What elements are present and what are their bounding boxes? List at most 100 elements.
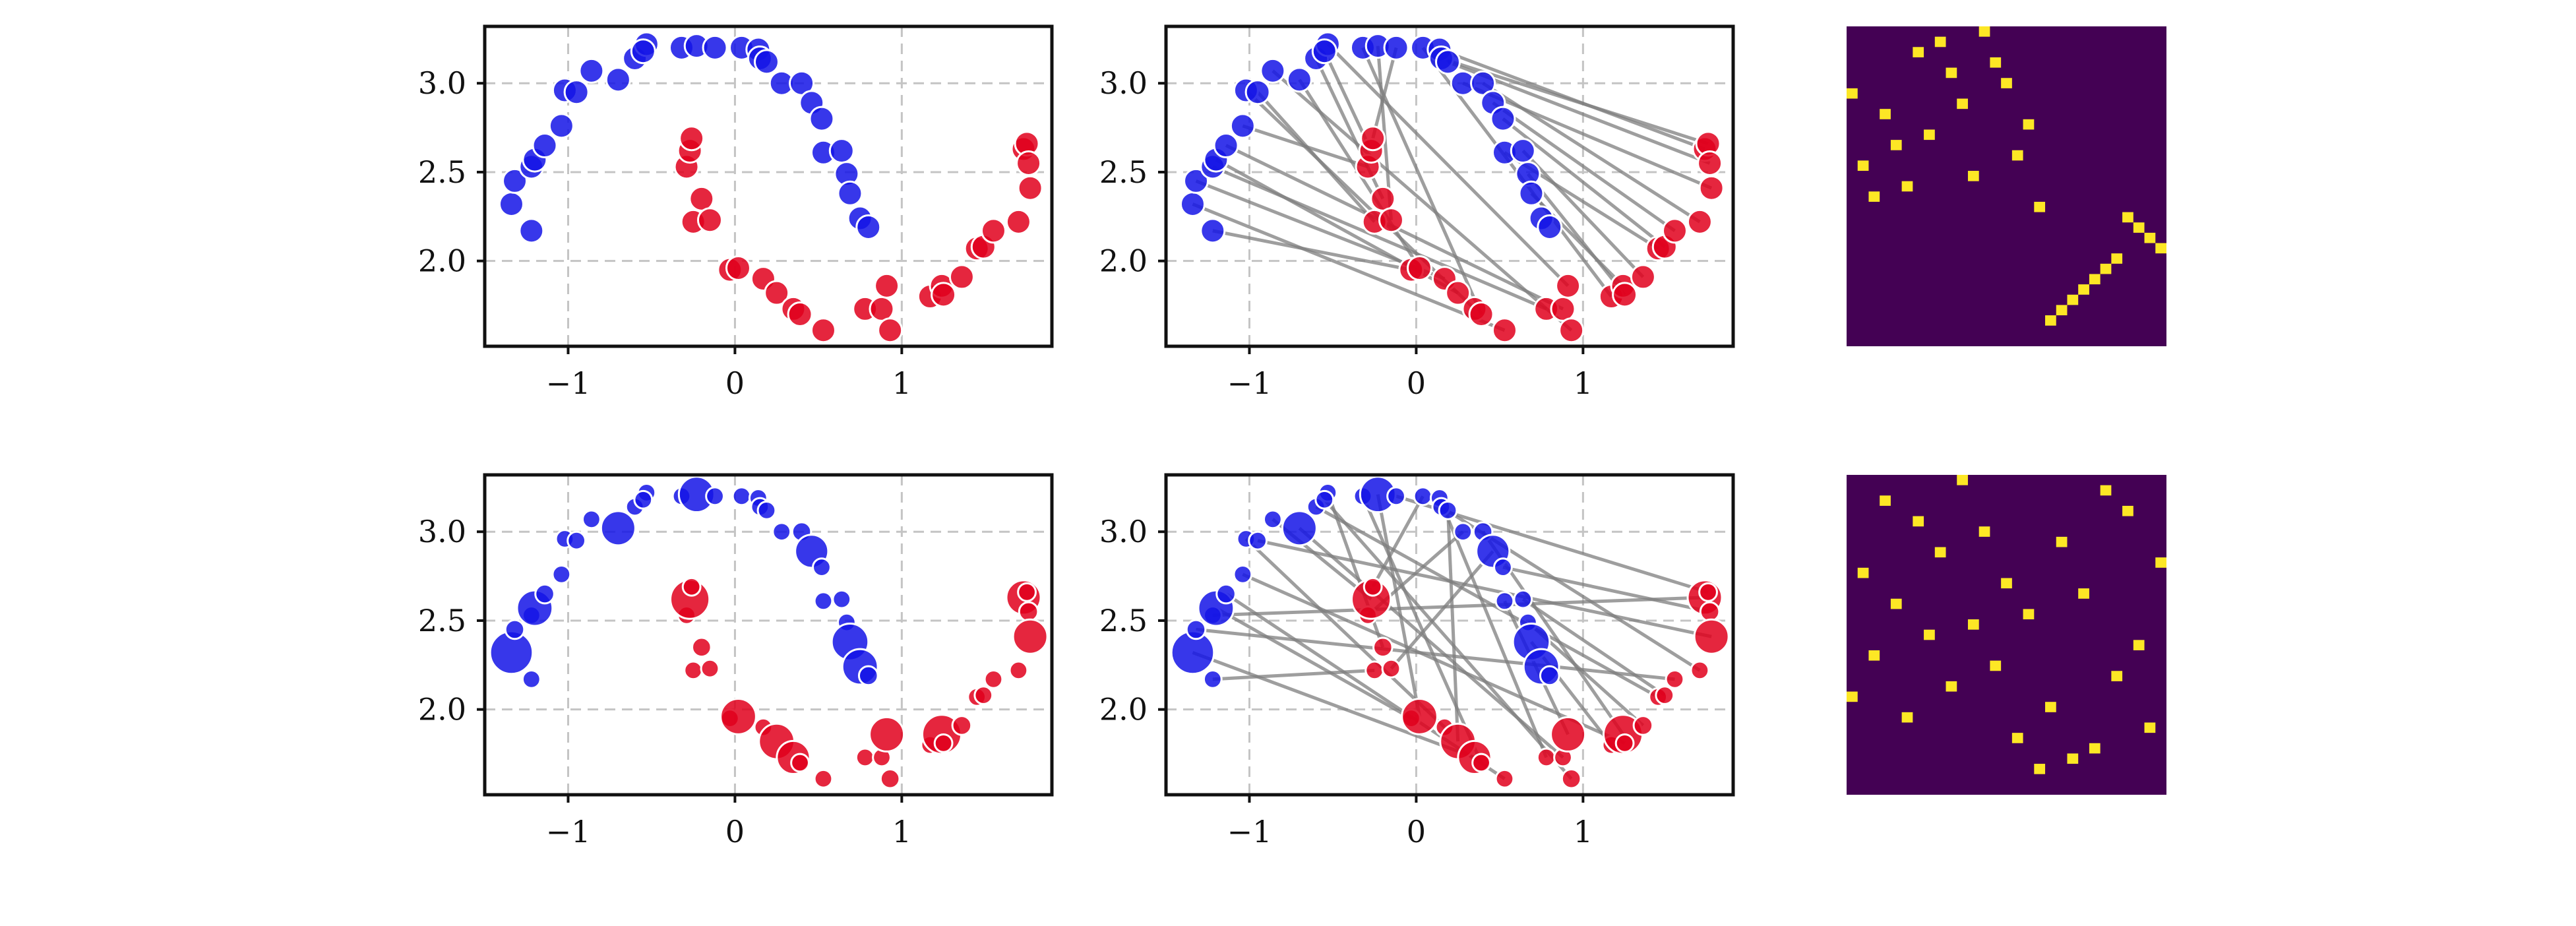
target-point: [933, 733, 954, 753]
matching-line: [1192, 651, 1475, 759]
source-point: [1453, 522, 1473, 542]
source-point: [837, 180, 863, 206]
target-point: [1555, 272, 1581, 299]
source-point: [1539, 665, 1560, 687]
matrix-background: [1847, 26, 2166, 346]
target-point: [951, 715, 973, 736]
panel-row2-weighted-scatter: −1 0 1 2.0 2.5 3.0: [418, 473, 1054, 849]
target-point: [1363, 576, 1383, 597]
target-point: [1017, 582, 1037, 602]
matrix-cell: [2089, 274, 2101, 285]
x-tick-label: 0: [1407, 365, 1426, 401]
matrix-cell: [2100, 485, 2112, 496]
x-tick-label: 0: [725, 365, 745, 401]
target-point: [1686, 208, 1713, 235]
target-point: [1378, 207, 1404, 233]
source-point: [828, 138, 855, 164]
target-point: [681, 576, 702, 597]
target-point: [691, 636, 712, 658]
source-point: [532, 133, 558, 159]
target-point: [1661, 218, 1688, 244]
matrix-cell: [2067, 294, 2079, 305]
matrix-cell: [2111, 671, 2123, 681]
matrix-cell: [1957, 475, 1968, 485]
y-tick-label: 2.5: [418, 154, 466, 190]
matching-line: [1361, 495, 1483, 764]
source-point: [857, 665, 879, 687]
source-point: [1383, 34, 1409, 61]
target-point: [855, 747, 875, 768]
matrix-cell: [1857, 567, 1869, 578]
x-tick-label: 1: [892, 365, 911, 401]
target-point: [1491, 317, 1518, 344]
matrix-cell: [1924, 129, 1935, 140]
matrix-cell: [1913, 516, 1924, 527]
source-point: [1314, 489, 1335, 510]
target-point: [980, 218, 1006, 244]
matching-line: [1192, 202, 1506, 332]
source-point: [855, 214, 882, 240]
source-point: [1494, 591, 1515, 611]
target-point: [1005, 208, 1031, 235]
plot-frame: [483, 473, 1054, 797]
target-point: [689, 185, 715, 212]
y-tick-label: 2.0: [1099, 692, 1148, 727]
target-point: [1693, 618, 1730, 655]
matrix-cell: [2023, 609, 2035, 620]
source-point: [534, 583, 555, 605]
source-point: [551, 564, 572, 584]
matrix-cell: [2034, 764, 2046, 774]
target-point: [1665, 669, 1685, 689]
target-point: [983, 669, 1004, 689]
source-point: [1413, 486, 1433, 507]
target-point: [696, 207, 723, 233]
matrix-cell: [1990, 660, 2002, 671]
matching-line: [1315, 505, 1659, 698]
target-point: [1632, 715, 1654, 736]
panel-row2-weighted-matching: −1 0 1 2.0 2.5 3.0: [1099, 473, 1735, 849]
y-tick-label: 3.0: [1099, 65, 1148, 101]
target-point: [1008, 660, 1029, 681]
panel-row1-coupling-matrix: [1847, 26, 2166, 346]
matrix-cell: [1978, 526, 1990, 537]
y-tick-label: 3.0: [418, 514, 466, 549]
matrix-cell: [1847, 691, 1858, 702]
target-point: [720, 698, 757, 735]
matching-line: [1326, 43, 1570, 288]
matching-line: [1371, 47, 1398, 139]
plot-frame: [1164, 24, 1735, 348]
source-point: [633, 489, 654, 510]
target-point: [1614, 733, 1635, 753]
source-point: [581, 509, 601, 530]
matrix-cell: [1868, 191, 1880, 202]
target-point: [1550, 716, 1587, 753]
source-point: [1438, 500, 1458, 520]
source-point: [1281, 510, 1318, 547]
source-point: [1537, 214, 1563, 240]
matrix-cell: [2111, 253, 2123, 264]
source-point: [1286, 67, 1312, 93]
matrix-cell: [2001, 78, 2012, 88]
source-point: [1183, 168, 1210, 194]
source-point: [731, 486, 752, 507]
source-point: [599, 510, 636, 547]
target-point: [810, 317, 836, 344]
source-point: [1260, 57, 1286, 84]
source-point: [1518, 180, 1545, 206]
y-tick-label: 2.5: [1099, 154, 1148, 190]
panel-row1-scatter: −1 0 1 2.0 2.5 3.0: [418, 24, 1054, 401]
plot-frame: [1164, 473, 1735, 797]
y-tick-label: 2.0: [1099, 243, 1148, 279]
source-point: [1200, 218, 1226, 244]
source-point: [518, 218, 545, 244]
target-point: [1560, 768, 1582, 789]
matching-line: [1211, 165, 1547, 311]
target-point: [1406, 255, 1432, 281]
matrix-cell: [1868, 650, 1880, 661]
matching-line: [1244, 538, 1446, 729]
matrix-cell: [2155, 557, 2166, 568]
x-tick-label: −1: [1227, 814, 1272, 849]
target-point: [1012, 618, 1049, 655]
matrix-cell: [2045, 702, 2056, 712]
matrix-cell: [1890, 598, 1902, 609]
